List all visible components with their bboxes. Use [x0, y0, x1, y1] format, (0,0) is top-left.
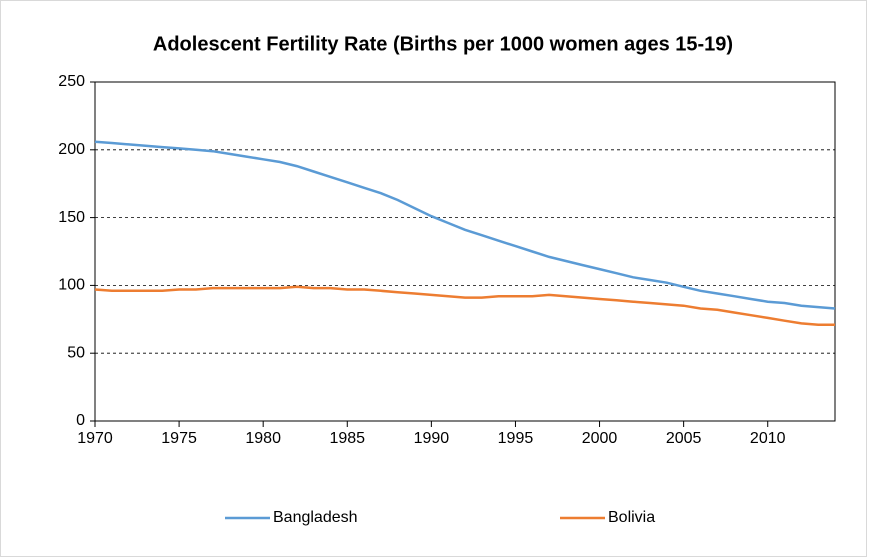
legend-label: Bangladesh — [273, 509, 358, 526]
y-tick-label: 200 — [58, 141, 85, 158]
x-tick-label: 1970 — [77, 430, 113, 447]
x-tick-label: 2000 — [582, 430, 618, 447]
x-tick-label: 2010 — [750, 430, 786, 447]
series-line — [94, 285, 835, 326]
y-tick-label: 100 — [58, 277, 85, 294]
plot-area — [94, 81, 836, 422]
y-tick-label: 0 — [76, 412, 85, 429]
series-line — [94, 140, 836, 310]
legend-label: Bolivia — [608, 509, 655, 526]
x-tick-label: 2005 — [666, 430, 702, 447]
x-tick-label: 1975 — [161, 430, 197, 447]
y-tick-label: 250 — [58, 73, 85, 90]
y-tick-label: 50 — [67, 344, 85, 361]
x-tick-label: 1990 — [414, 430, 450, 447]
y-tick-label: 150 — [58, 209, 85, 226]
x-tick-label: 1995 — [498, 430, 534, 447]
x-tick-label: 1980 — [245, 430, 281, 447]
x-tick-label: 1985 — [329, 430, 365, 447]
chart-title: Adolescent Fertility Rate (Births per 10… — [153, 33, 733, 55]
